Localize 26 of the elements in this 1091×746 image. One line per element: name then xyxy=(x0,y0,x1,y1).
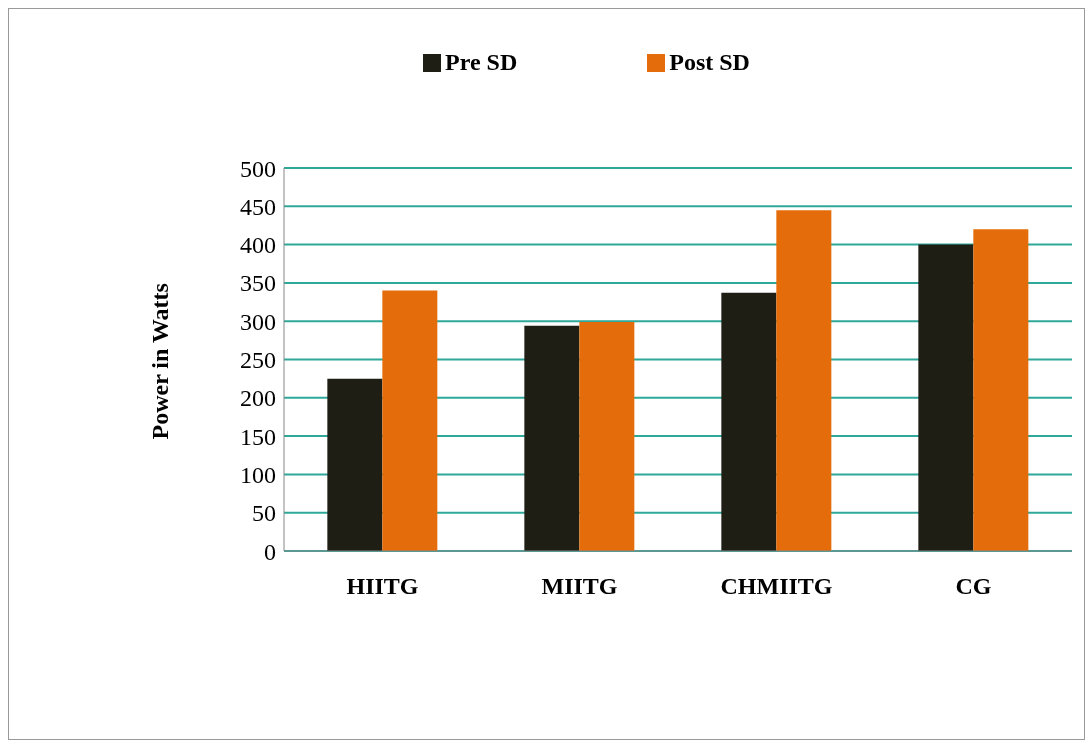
bar xyxy=(524,325,580,551)
x-tick-label: CHMIITG xyxy=(720,573,833,600)
bar xyxy=(721,292,777,551)
x-tick-label: HIITG xyxy=(346,573,419,600)
legend-label: Pre SD xyxy=(445,49,518,76)
y-axis-title: Power in Watts xyxy=(146,283,173,440)
y-tick-label: 0 xyxy=(264,538,276,565)
bar xyxy=(327,378,383,551)
y-tick-label: 400 xyxy=(240,232,276,259)
y-tick-label: 200 xyxy=(240,385,276,412)
y-tick-label: 300 xyxy=(240,308,276,335)
bar xyxy=(382,290,438,551)
bar xyxy=(973,229,1029,551)
y-tick-label: 250 xyxy=(240,347,276,374)
bar xyxy=(776,210,832,551)
y-tick-label: 450 xyxy=(240,193,276,220)
legend-label: Post SD xyxy=(669,49,750,76)
y-tick-label: 350 xyxy=(240,270,276,297)
y-tick-label: 500 xyxy=(240,155,276,182)
x-tick-label: MIITG xyxy=(541,573,618,600)
bar xyxy=(579,321,635,551)
bar xyxy=(918,244,974,551)
y-tick-label: 100 xyxy=(240,461,276,488)
y-tick-label: 150 xyxy=(240,423,276,450)
y-tick-label: 50 xyxy=(252,500,276,527)
x-tick-label: CG xyxy=(955,573,992,600)
